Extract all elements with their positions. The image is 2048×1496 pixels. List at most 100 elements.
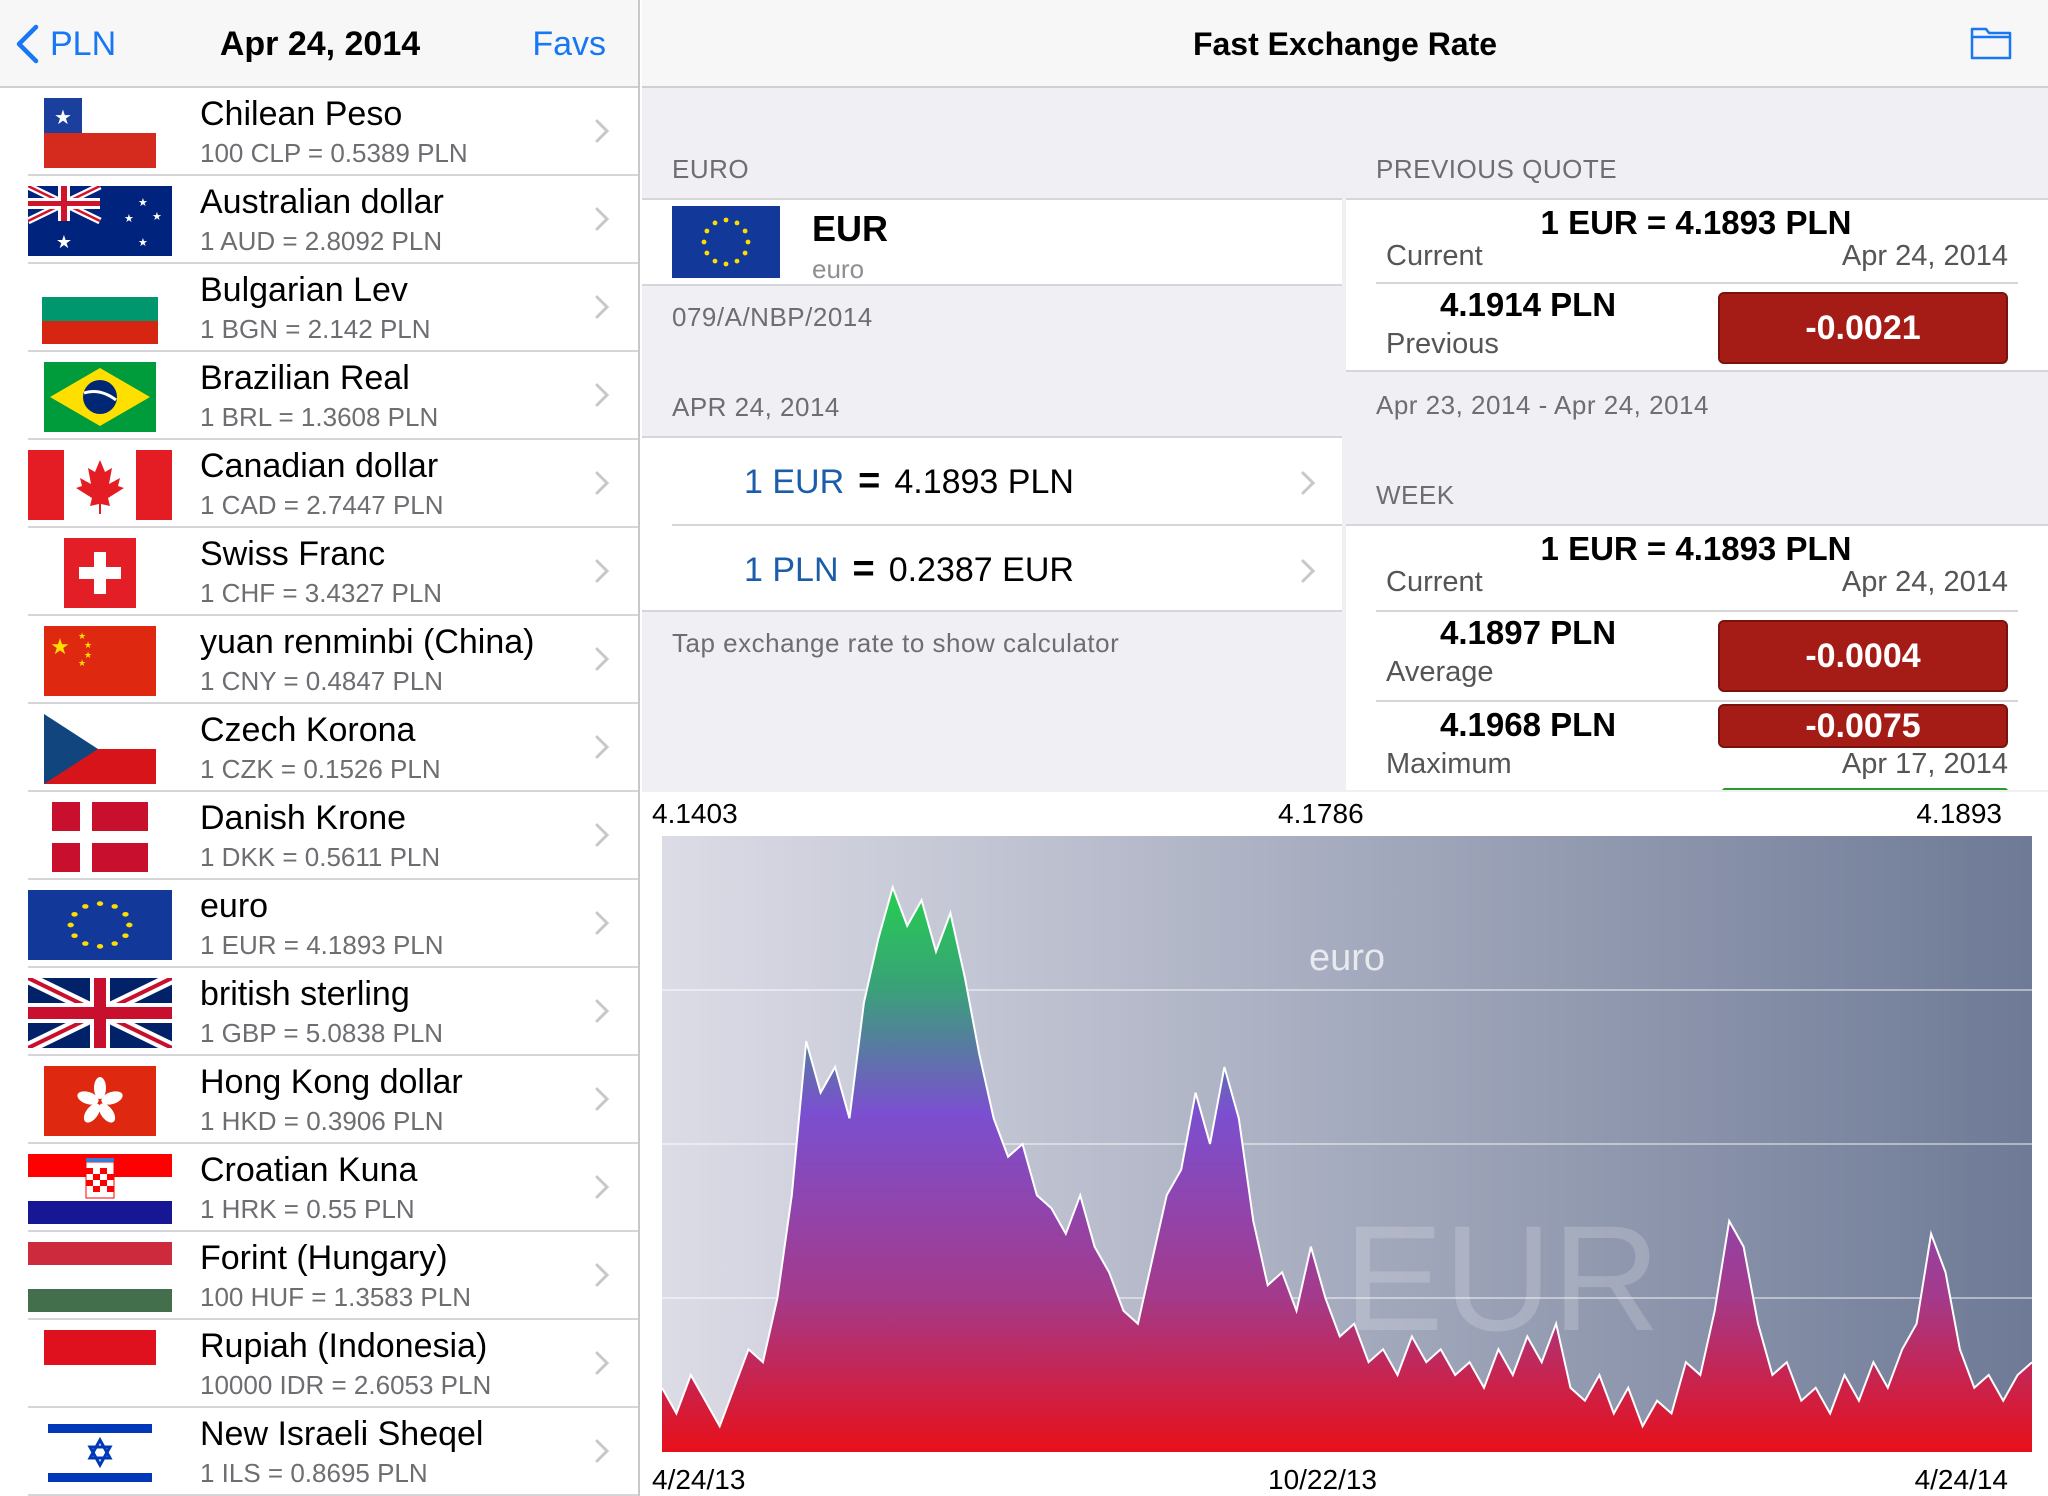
- currency-row[interactable]: Croatian Kuna 1 HRK = 0.55 PLN: [0, 1144, 638, 1232]
- conv1-eq: =: [858, 460, 881, 502]
- czech-flag-icon: [28, 714, 172, 784]
- currency-rate: 1 HKD = 0.3906 PLN: [200, 1106, 444, 1136]
- hong-kong-flag-icon: [28, 1066, 172, 1136]
- app-title: Fast Exchange Rate: [1192, 26, 1498, 62]
- currency-header-card: EUR euro: [642, 198, 1342, 286]
- currency-name: Danish Krone: [200, 799, 407, 837]
- svg-text:★: ★: [124, 213, 134, 225]
- chevron-right-icon: [595, 1351, 610, 1375]
- chevron-right-icon: [595, 295, 610, 319]
- currency-rate: 1 ILS = 0.8695 PLN: [200, 1458, 428, 1488]
- canada-flag-icon: [28, 450, 172, 520]
- week-current-label: Current: [1386, 566, 1483, 598]
- eu-flag-icon: [672, 206, 780, 278]
- currency-row[interactable]: Hong Kong dollar 1 HKD = 0.3906 PLN: [0, 1056, 638, 1144]
- prev-value: 4.1914 PLN: [1440, 286, 1617, 323]
- divider: [672, 524, 1342, 526]
- currency-rate: 10000 IDR = 2.6053 PLN: [200, 1370, 492, 1400]
- chevron-right-icon: [595, 383, 610, 407]
- svg-text:★: ★: [78, 658, 86, 668]
- currency-row[interactable]: ★ ★ ★ ★ ★ Australian dollar 1 AUD = 2.8092 P…: [0, 176, 638, 264]
- left-nav-bar: PLN Apr 24, 2014 Favs: [0, 0, 638, 88]
- prev-headline: 1 EUR = 4.1893 PLN: [1540, 204, 1852, 241]
- chart-watermark: EUR: [1344, 1194, 1661, 1362]
- currency-name: Croatian Kuna: [200, 1151, 418, 1189]
- currency-row[interactable]: Brazilian Real 1 BRL = 1.3608 PLN: [0, 352, 638, 440]
- svg-text:★: ★: [138, 197, 148, 209]
- currency-rate: 1 DKK = 0.5611 PLN: [200, 842, 441, 872]
- currency-row[interactable]: euro 1 EUR = 4.1893 PLN: [0, 880, 638, 968]
- currency-rate: 100 HUF = 1.3583 PLN: [200, 1282, 471, 1312]
- currency-rate: 100 CLP = 0.5389 PLN: [200, 138, 468, 168]
- week-current-date: Apr 24, 2014: [1841, 566, 2008, 598]
- currency-rate: 1 GBP = 5.0838 PLN: [200, 1018, 444, 1048]
- week-headline: 1 EUR = 4.1893 PLN: [1540, 530, 1852, 567]
- conversion-text-eur-pln: 1 EUR = 4.1893 PLN: [744, 460, 1074, 503]
- week-average-label: Average: [1386, 656, 1494, 688]
- currency-row[interactable]: Danish Krone 1 DKK = 0.5611 PLN: [0, 792, 638, 880]
- folder-icon[interactable]: [1970, 24, 2012, 60]
- currency-row[interactable]: Canadian dollar 1 CAD = 2.7447 PLN: [0, 440, 638, 528]
- chevron-right-icon: [595, 471, 610, 495]
- currency-list: ★ Chilean Peso 100 CLP = 0.5389 PLN ★ ★ ★ ★…: [0, 88, 638, 1496]
- week-card: 1 EUR = 4.1893 PLN Current Apr 24, 2014 …: [1346, 524, 2048, 790]
- currency-name: Rupiah (Indonesia): [200, 1327, 488, 1365]
- currency-rate: 1 CAD = 2.7447 PLN: [200, 490, 444, 520]
- currency-row[interactable]: Rupiah (Indonesia) 10000 IDR = 2.6053 PL…: [0, 1320, 638, 1408]
- currency-row[interactable]: Czech Korona 1 CZK = 0.1526 PLN: [0, 704, 638, 792]
- conv1-left: 1 EUR: [744, 463, 845, 501]
- currency-name: Czech Korona: [200, 711, 416, 749]
- chevron-right-icon: [1301, 471, 1316, 495]
- week-max-label: Maximum: [1386, 748, 1512, 780]
- currency-list-pane: PLN Apr 24, 2014 Favs ★ Chilean Peso 100…: [0, 0, 640, 1496]
- svg-text:★: ★: [50, 634, 70, 659]
- week-average-value: 4.1897 PLN: [1440, 614, 1617, 651]
- prev-label: Previous: [1386, 328, 1499, 360]
- right-nav-bar: Fast Exchange Rate: [642, 0, 2048, 88]
- switzerland-flag-icon: [28, 538, 172, 608]
- australia-flag-icon: ★ ★ ★ ★ ★: [28, 186, 172, 256]
- currency-row[interactable]: New Israeli Sheqel 1 ILS = 0.8695 PLN: [0, 1408, 638, 1496]
- chevron-left-icon: [16, 24, 39, 64]
- currency-name: New Israeli Sheqel: [200, 1415, 484, 1453]
- chevron-right-icon: [595, 1175, 610, 1199]
- currency-rate: 1 CNY = 0.4847 PLN: [200, 666, 444, 696]
- croatia-flag-icon: [28, 1154, 172, 1224]
- chevron-right-icon: [595, 1263, 610, 1287]
- week-section-label: WEEK: [1376, 480, 1455, 510]
- x-tick-middle: 10/22/13: [1268, 1464, 1377, 1495]
- conv2-left: 1 PLN: [744, 551, 839, 589]
- chevron-right-icon: [595, 735, 610, 759]
- brazil-flag-icon: [28, 362, 172, 432]
- favs-button[interactable]: Favs: [532, 25, 606, 63]
- week-max-delta-badge: -0.0075: [1718, 704, 2008, 748]
- bulgaria-flag-icon: [28, 274, 172, 344]
- currency-row[interactable]: Swiss Franc 1 CHF = 3.4327 PLN: [0, 528, 638, 616]
- prev-current-label: Current: [1386, 240, 1483, 272]
- currency-name: british sterling: [200, 975, 410, 1013]
- svg-text:★: ★: [78, 631, 86, 641]
- svg-text:★: ★: [56, 232, 72, 252]
- chevron-right-icon: [595, 823, 610, 847]
- conversion-row-pln-eur[interactable]: 1 PLN = 0.2387 EUR: [642, 526, 1342, 614]
- currency-row[interactable]: ★ ★ ★ ★ ★ yuan renminbi (China) 1 CNY = 0.48…: [0, 616, 638, 704]
- chevron-right-icon: [595, 1087, 610, 1111]
- currency-row[interactable]: Bulgarian Lev 1 BGN = 2.142 PLN: [0, 264, 638, 352]
- currency-row[interactable]: ★ Chilean Peso 100 CLP = 0.5389 PLN: [0, 88, 638, 176]
- currency-row[interactable]: british sterling 1 GBP = 5.0838 PLN: [0, 968, 638, 1056]
- rate-history-chart[interactable]: 4.1403 4.1786 4.1893 euro EUR 4/24/13 10/…: [642, 792, 2048, 1496]
- prev-current-date: Apr 24, 2014: [1841, 240, 2008, 272]
- divider: [1376, 610, 2018, 612]
- euro-section-label: EURO: [672, 154, 750, 184]
- previous-quote-range: Apr 23, 2014 - Apr 24, 2014: [1376, 390, 1709, 420]
- x-tick-start: 4/24/13: [652, 1464, 746, 1495]
- conversion-row-eur-pln[interactable]: 1 EUR = 4.1893 PLN: [642, 438, 1342, 526]
- israel-flag-icon: [28, 1418, 172, 1488]
- back-button[interactable]: PLN: [14, 22, 116, 66]
- denmark-flag-icon: [28, 802, 172, 872]
- currency-rate: 1 EUR = 4.1893 PLN: [200, 930, 444, 960]
- chevron-right-icon: [595, 999, 610, 1023]
- currency-row[interactable]: Forint (Hungary) 100 HUF = 1.3583 PLN: [0, 1232, 638, 1320]
- hungary-flag-icon: [28, 1242, 172, 1312]
- currency-name: euro: [200, 887, 269, 925]
